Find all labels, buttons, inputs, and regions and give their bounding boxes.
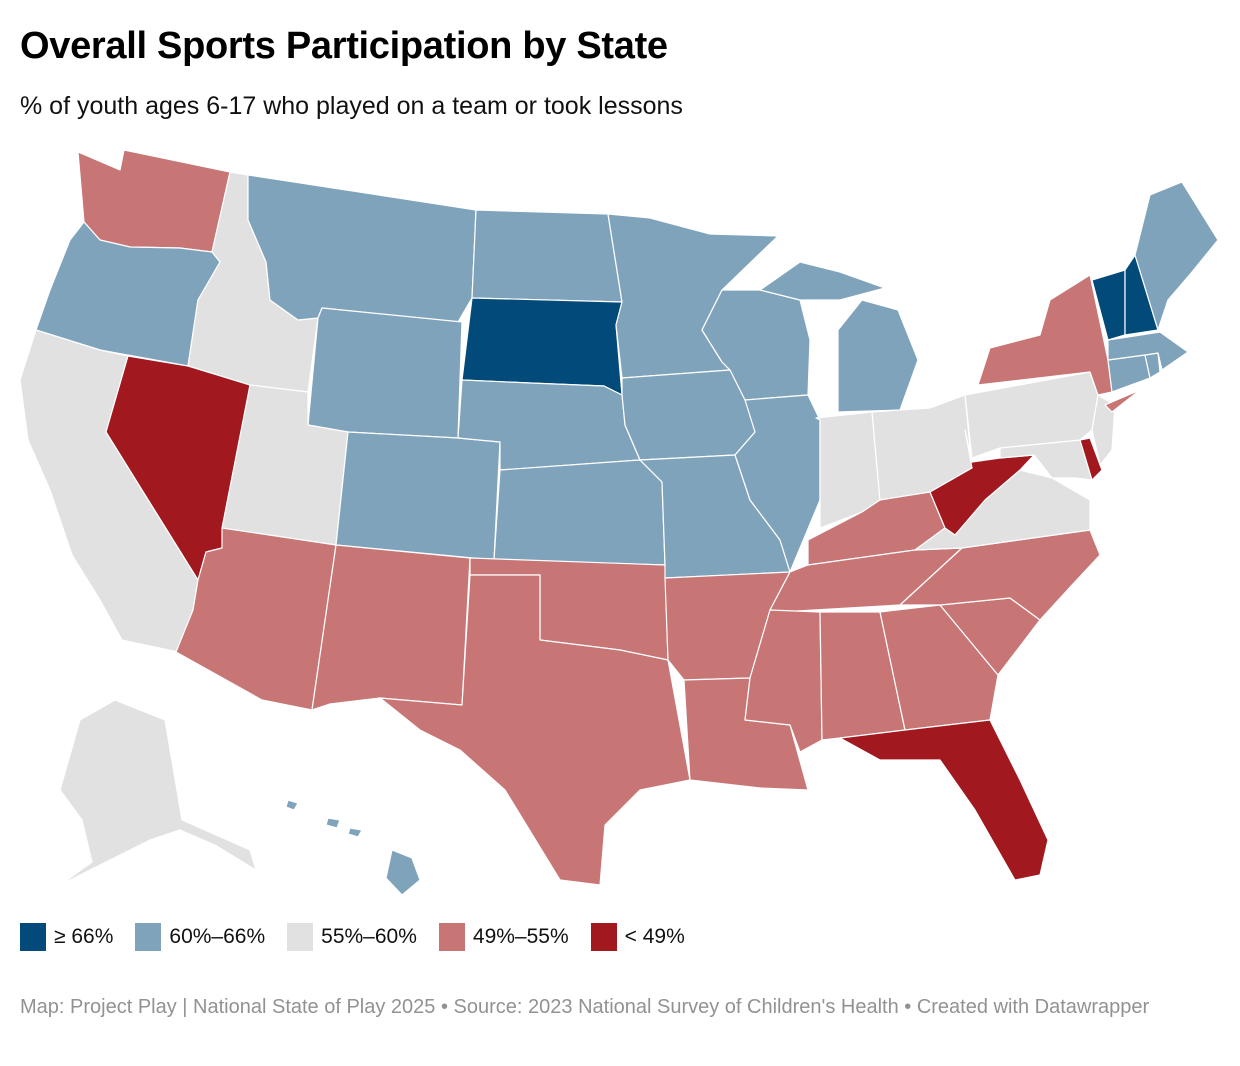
state-WA[interactable] (77, 149, 231, 253)
state-MI-UP[interactable] (759, 261, 886, 301)
chart-subtitle: % of youth ages 6-17 who played on a tea… (20, 92, 683, 120)
state-CT[interactable] (1107, 354, 1151, 393)
state-NM[interactable] (311, 544, 471, 711)
state-NY[interactable] (977, 274, 1113, 396)
legend-label: 55%–60% (321, 925, 417, 948)
legend-label: ≥ 66% (54, 925, 114, 948)
legend-swatch (287, 923, 314, 951)
state-MT[interactable] (247, 174, 477, 323)
state-WI[interactable] (701, 289, 811, 401)
legend-label: 49%–55% (472, 925, 569, 948)
legend-swatch (438, 923, 465, 951)
legend-swatch (135, 923, 162, 951)
state-HI-4[interactable] (385, 849, 421, 896)
legend-swatch (20, 923, 46, 951)
legend-swatch (590, 923, 617, 951)
legend-item-bin1: ≥ 66% (20, 923, 113, 951)
legend-item-bin3: 55%–60% (287, 923, 417, 951)
legend-label: 60%–66% (169, 925, 266, 948)
state-TX[interactable] (379, 574, 691, 886)
state-ND[interactable] (471, 209, 623, 303)
us-choropleth-map (0, 130, 1240, 910)
legend-label: < 49% (624, 925, 685, 948)
footer-credit[interactable]: Map: Project Play | National State of Pl… (20, 996, 1150, 1018)
legend: ≥ 66% 60%–66% 55%–60% 49%–55% < 49% (20, 922, 707, 952)
state-HI-1[interactable] (285, 799, 299, 811)
state-MI[interactable] (837, 299, 919, 413)
state-CO[interactable] (335, 431, 501, 561)
chart-title: Overall Sports Participation by State (20, 25, 668, 67)
state-AK[interactable] (59, 699, 257, 886)
state-HI-3[interactable] (347, 827, 363, 838)
state-DE[interactable] (1079, 437, 1103, 481)
state-WY[interactable] (307, 307, 463, 439)
state-ME[interactable] (1134, 181, 1219, 331)
legend-item-bin2: 60%–66% (135, 923, 265, 951)
state-LI[interactable] (1104, 389, 1141, 413)
state-FL[interactable] (839, 719, 1049, 881)
state-SD[interactable] (461, 297, 623, 396)
state-MA[interactable] (1107, 331, 1189, 371)
state-GA[interactable] (879, 604, 999, 731)
state-IA[interactable] (621, 369, 756, 461)
legend-item-bin5: < 49% (590, 923, 685, 951)
legend-item-bin4: 49%–55% (438, 923, 569, 951)
state-KS[interactable] (493, 459, 666, 566)
state-HI-2[interactable] (325, 817, 341, 829)
